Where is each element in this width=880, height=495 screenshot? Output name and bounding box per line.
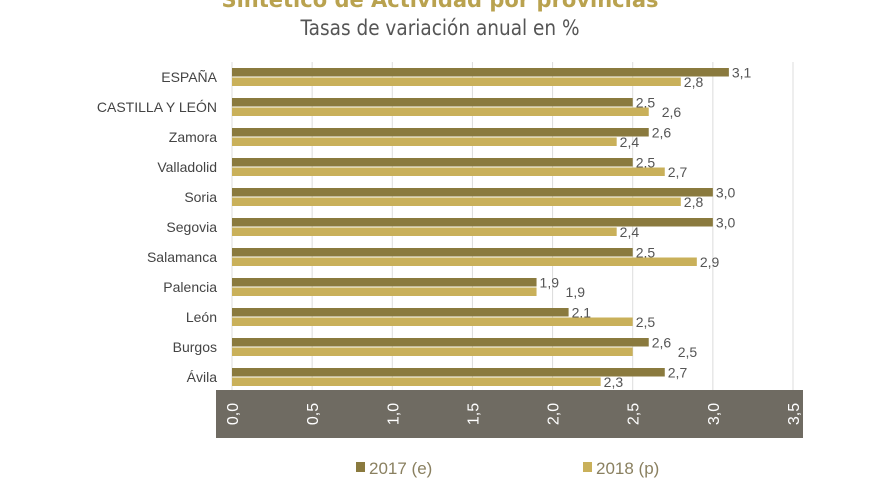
bar-2018 (p)	[232, 287, 537, 296]
bar-2018 (p)	[232, 377, 601, 386]
bar-2018 (p)	[232, 317, 633, 326]
legend-swatch	[583, 462, 592, 472]
category-label: León	[186, 309, 217, 325]
data-label: 2,3	[604, 374, 624, 390]
bar-2018 (p)	[232, 227, 617, 236]
category-label: Salamanca	[147, 249, 217, 265]
bar-2017 (e)	[232, 308, 569, 317]
bar-2017 (e)	[232, 68, 729, 77]
data-label: 2,6	[652, 124, 672, 140]
category-label: ESPAÑA	[161, 69, 217, 85]
x-axis-band	[216, 390, 803, 438]
data-label: 3,1	[732, 64, 752, 80]
bar-2017 (e)	[232, 368, 665, 377]
category-label: Burgos	[173, 339, 217, 355]
bar-2017 (e)	[232, 128, 649, 137]
data-label: 2,6	[662, 104, 682, 120]
data-label: 3,0	[716, 184, 736, 200]
category-label: Soria	[184, 189, 217, 205]
bar-2017 (e)	[232, 338, 649, 347]
bar-2017 (e)	[232, 158, 633, 167]
category-label: CASTILLA Y LEÓN	[97, 99, 217, 115]
category-label: Ávila	[187, 369, 218, 385]
bar-2017 (e)	[232, 188, 713, 197]
bar-2018 (p)	[232, 347, 633, 356]
x-tick-label: 2,5	[626, 403, 643, 425]
chart-title: Sintético de Actividad por provincias	[221, 0, 659, 12]
bar-2018 (p)	[232, 137, 617, 146]
bar-2017 (e)	[232, 248, 633, 257]
bar-2018 (p)	[232, 77, 681, 86]
bar-2018 (p)	[232, 257, 697, 266]
data-label: 3,0	[716, 214, 736, 230]
data-label: 2,4	[620, 134, 640, 150]
data-label: 2,5	[636, 314, 656, 330]
x-tick-label: 1,5	[465, 403, 482, 425]
data-label: 2,7	[668, 164, 688, 180]
data-label: 2,6	[652, 334, 672, 350]
bar-2017 (e)	[232, 98, 633, 107]
category-label: Valladolid	[157, 159, 217, 175]
x-tick-label: 2,0	[546, 403, 563, 425]
data-label: 2,4	[620, 224, 640, 240]
data-label: 2,5	[678, 344, 698, 360]
data-label: 2,7	[668, 364, 688, 380]
data-label: 2,5	[636, 94, 656, 110]
legend-label: 2018 (p)	[596, 459, 659, 478]
data-label: 1,9	[540, 274, 560, 290]
data-label: 2,5	[636, 154, 656, 170]
category-label: Segovia	[166, 219, 217, 235]
data-label: 1,9	[566, 284, 586, 300]
x-tick-label: 0,5	[305, 403, 322, 425]
data-label: 2,8	[684, 74, 704, 90]
category-label: Zamora	[169, 129, 217, 145]
category-label: Palencia	[163, 279, 217, 295]
bar-2018 (p)	[232, 197, 681, 206]
x-tick-label: 3,5	[786, 403, 803, 425]
legend-swatch	[356, 462, 365, 472]
data-label: 2,8	[684, 194, 704, 210]
bar-2017 (e)	[232, 278, 537, 287]
bar-2017 (e)	[232, 218, 713, 227]
bar-2018 (p)	[232, 107, 649, 116]
x-tick-label: 3,0	[706, 403, 723, 425]
x-tick-label: 1,0	[385, 403, 402, 425]
bar-2018 (p)	[232, 167, 665, 176]
x-tick-label: 0,0	[225, 403, 242, 425]
chart-subtitle: Tasas de variación anual en %	[300, 16, 580, 40]
legend-label: 2017 (e)	[369, 459, 432, 478]
data-label: 2,5	[636, 244, 656, 260]
data-label: 2,9	[700, 254, 720, 270]
data-label: 2,1	[572, 304, 592, 320]
